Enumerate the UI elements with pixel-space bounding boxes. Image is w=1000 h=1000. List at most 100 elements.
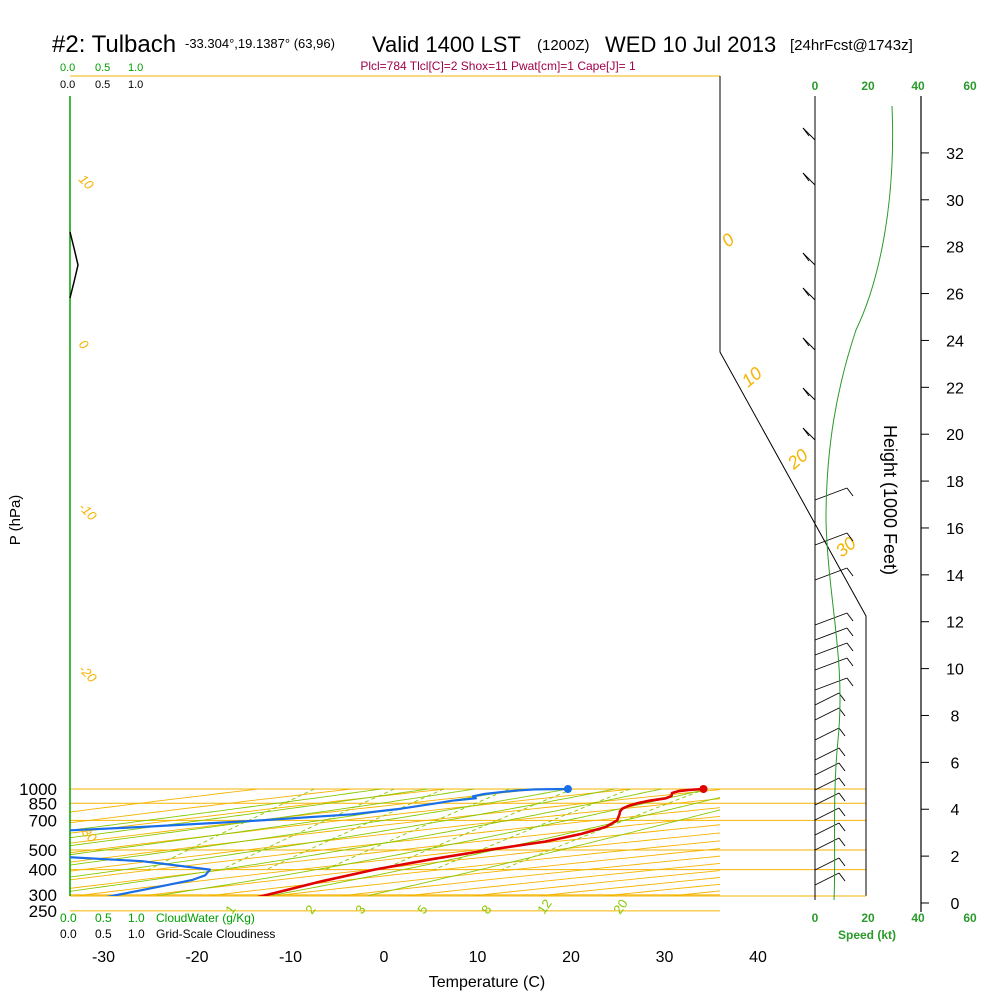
moist-adiabat-label-0: 0 bbox=[718, 229, 739, 251]
dry-adiabat-340 bbox=[71, 824, 720, 896]
wind-barb-flag-0 bbox=[802, 127, 810, 137]
wind-barb-flag-22 bbox=[838, 807, 846, 817]
speed-bottom-0: 0 bbox=[812, 911, 819, 925]
wind-barb-flag-26 bbox=[838, 872, 846, 882]
wind-barb-11 bbox=[814, 627, 848, 641]
dry-adiabat-390 bbox=[401, 862, 720, 896]
mixing-ratio-label-4: 8 bbox=[478, 902, 494, 917]
x-axis-title: Temperature (C) bbox=[429, 974, 545, 991]
moist-adiabat-35 bbox=[364, 809, 720, 896]
speed-bottom-20: 20 bbox=[861, 911, 875, 925]
height-tick-2: 2 bbox=[951, 849, 960, 866]
wind-barb-flag-10 bbox=[846, 612, 854, 622]
speed-top-20: 20 bbox=[861, 79, 875, 93]
wind-barb-14 bbox=[814, 677, 848, 691]
wind-barb-flag-20 bbox=[838, 777, 846, 787]
wind-barb-flag-4 bbox=[802, 337, 810, 347]
wind-barb-18 bbox=[814, 747, 840, 761]
temperature-tick--10: -10 bbox=[279, 949, 302, 966]
height-tick-8: 8 bbox=[951, 708, 960, 725]
valid-time: Valid 1400 LST bbox=[372, 32, 521, 57]
wind-barb-16 bbox=[814, 707, 840, 721]
dry-adiabat-370 bbox=[269, 848, 720, 896]
dry-adiabat-400 bbox=[466, 870, 720, 896]
height-tick-28: 28 bbox=[946, 240, 964, 257]
wind-barb-flag-8 bbox=[846, 532, 854, 542]
temperature-tick-20: 20 bbox=[562, 949, 580, 966]
pressure-tick-400: 400 bbox=[29, 861, 57, 880]
height-tick-6: 6 bbox=[951, 755, 960, 772]
dry-adiabat-label-1: 0 bbox=[76, 337, 92, 353]
cloud-top-black-0: 0.0 bbox=[60, 79, 75, 91]
mixing-ratio-label-3: 5 bbox=[414, 902, 430, 917]
speed-scale-bottom: 0 20 40 60 Speed (kt) bbox=[812, 911, 977, 942]
speed-axis-label: Speed (kt) bbox=[838, 928, 896, 942]
temperature-axis: -30 -20 -10 0 10 20 30 40 bbox=[92, 949, 767, 966]
dry-adiabat-label-0: 10 bbox=[76, 172, 97, 193]
moist-adiabat-label-1: 10 bbox=[738, 363, 766, 391]
speed-bottom-60: 60 bbox=[963, 911, 977, 925]
moist-adiabat-15 bbox=[70, 788, 615, 878]
speed-bottom-40: 40 bbox=[911, 911, 925, 925]
cloud-profile bbox=[69, 231, 79, 299]
height-tick-0: 0 bbox=[951, 896, 960, 913]
cloud-bottom-black-2: 1.0 bbox=[128, 927, 145, 941]
dry-adiabat-300 bbox=[70, 789, 720, 863]
temperature-profile bbox=[256, 787, 704, 896]
height-axis-title: Height (1000 Feet) bbox=[880, 425, 900, 575]
mixing-ratio-label-5: 12 bbox=[534, 896, 555, 916]
wind-barb-flag-24 bbox=[838, 837, 846, 847]
cloudwater-label: CloudWater (g/Kg) bbox=[156, 911, 255, 925]
mixing-ratio-3 bbox=[266, 788, 444, 871]
height-tick-14: 14 bbox=[946, 568, 964, 585]
wind-barb-7 bbox=[814, 487, 848, 501]
isobar-lines bbox=[70, 75, 866, 912]
cloud-top-green-1: 0.5 bbox=[95, 62, 110, 74]
cloud-top-black-1: 0.5 bbox=[95, 79, 110, 91]
wind-barb-26 bbox=[814, 872, 840, 886]
valid-zulu: (1200Z) bbox=[537, 37, 590, 54]
moist-adiabat-10 bbox=[70, 788, 568, 866]
dry-adiabat-310 bbox=[70, 798, 720, 872]
height-tick-30: 30 bbox=[946, 193, 964, 210]
height-tick-10: 10 bbox=[946, 662, 964, 679]
height-tick-12: 12 bbox=[946, 615, 964, 632]
dry-adiabat-label-2: -10 bbox=[76, 500, 100, 524]
wind-barb-flag-25 bbox=[838, 857, 846, 867]
wind-barb-13 bbox=[814, 657, 848, 671]
cloud-top-green-2: 1.0 bbox=[128, 62, 143, 74]
wind-speed-curve bbox=[825, 105, 894, 901]
station-coords: -33.304°,19.1387° (63,96) bbox=[185, 36, 335, 51]
wind-barb-flag-21 bbox=[838, 792, 846, 802]
wind-barb-9 bbox=[814, 567, 848, 581]
mixing-ratio-2 bbox=[221, 788, 395, 871]
moist-adiabat-20 bbox=[70, 788, 662, 892]
moist-adiabat-label-2: 20 bbox=[783, 445, 812, 474]
cloud-scale-top: 0.0 0.5 1.0 0.0 0.5 1.0 bbox=[60, 62, 143, 91]
wind-barb-12 bbox=[814, 642, 848, 656]
speed-top-60: 60 bbox=[963, 79, 977, 93]
wind-profile-panel bbox=[802, 96, 894, 901]
height-tick-22: 22 bbox=[946, 380, 964, 397]
mixing-ratio-label-6: 20 bbox=[610, 896, 631, 916]
sounding-params: Plcl=784 Tlcl[C]=2 Shox=11 Pwat[cm]=1 Ca… bbox=[360, 59, 636, 73]
wind-barb-17 bbox=[814, 727, 840, 741]
dry-adiabat-280 bbox=[70, 788, 539, 844]
wind-barb-25 bbox=[814, 857, 840, 871]
wind-barb-10 bbox=[814, 612, 848, 626]
mixing-ratio-label-1: 2 bbox=[302, 902, 318, 917]
dry-adiabat-250 bbox=[70, 788, 259, 813]
forecast-label: [24hrFcst@1743z] bbox=[790, 37, 913, 54]
cloud-bottom-black-0: 0.0 bbox=[60, 927, 77, 941]
wind-barb-flag-2 bbox=[802, 252, 810, 262]
surface-dewpoint-marker bbox=[563, 785, 572, 793]
wind-barb-flag-12 bbox=[846, 642, 854, 652]
cloudiness-label: Grid-Scale Cloudiness bbox=[156, 927, 275, 941]
cloud-bottom-green-2: 1.0 bbox=[128, 911, 145, 925]
temperature-tick-10: 10 bbox=[469, 949, 487, 966]
speed-top-40: 40 bbox=[911, 79, 925, 93]
surface-temperature-marker bbox=[699, 785, 708, 793]
cloud-top-green-0: 0.0 bbox=[60, 62, 75, 74]
